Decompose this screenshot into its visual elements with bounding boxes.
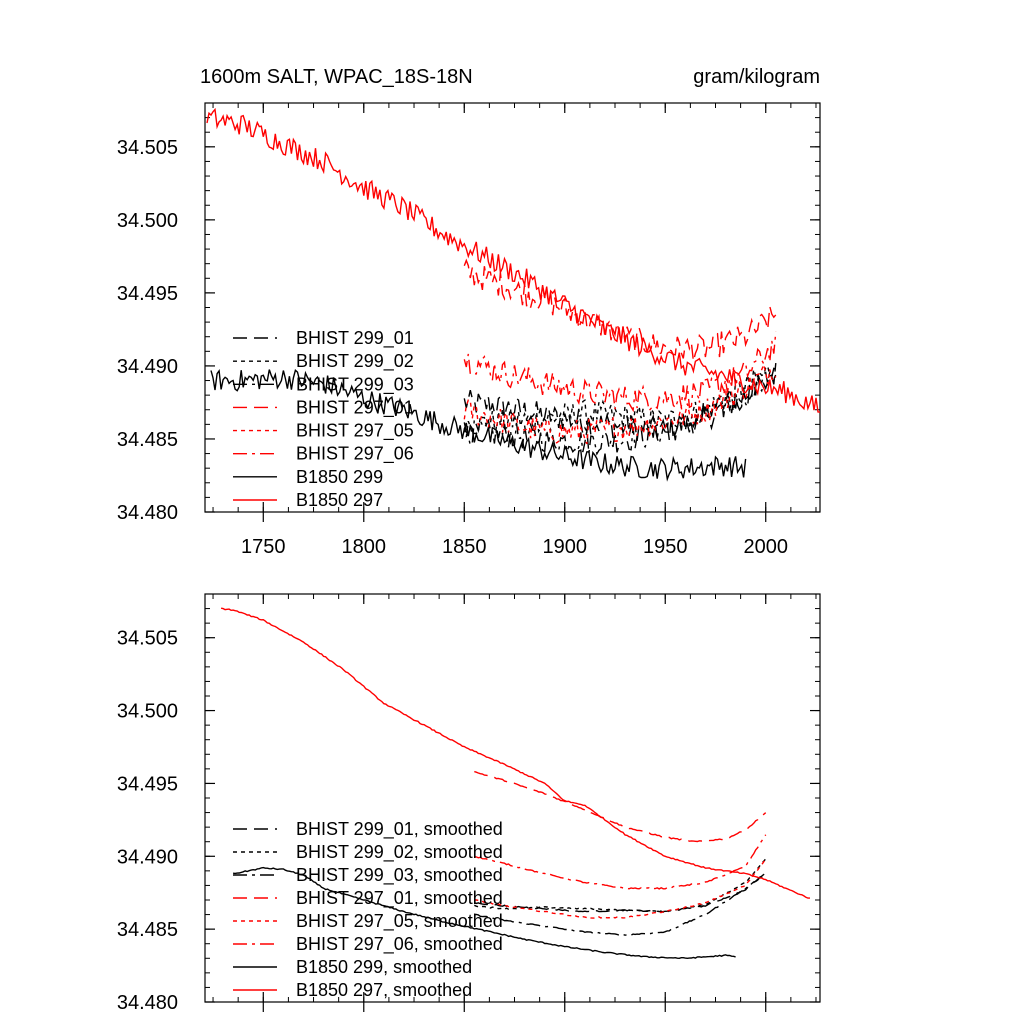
- bottom-y-tick-label: 34.495: [117, 773, 178, 795]
- top-series-line-2: [463, 364, 777, 438]
- top-y-tick-label: 34.505: [117, 137, 178, 159]
- top-y-tick-label: 34.480: [117, 502, 178, 524]
- chart-title: 1600m SALT, WPAC_18S-18N: [200, 66, 473, 88]
- top-y-tick-label: 34.490: [117, 356, 178, 378]
- bottom-y-tick-label: 34.505: [117, 628, 178, 650]
- bottom-legend-label: BHIST 297_06, smoothed: [296, 934, 503, 955]
- top-legend-label: B1850 297: [296, 490, 383, 510]
- bottom-legend-label: B1850 297, smoothed: [296, 980, 472, 1000]
- bottom-series-line-1: [474, 872, 767, 913]
- top-series-line-5: [463, 362, 777, 445]
- bottom-series-line-8: [220, 607, 810, 899]
- bottom-series-line-6: [474, 834, 767, 890]
- bottom-legend-label: B1850 299, smoothed: [296, 957, 472, 977]
- bottom-y-tick-label: 34.490: [117, 846, 178, 868]
- top-y-tick-label: 34.500: [117, 210, 178, 232]
- bottom-y-tick-label: 34.485: [117, 919, 178, 941]
- top-legend-label: BHIST 299_01: [296, 328, 414, 349]
- top-series-line-3: [463, 367, 776, 456]
- top-legend-label: BHIST 297_01: [296, 397, 414, 418]
- top-series-line-8: [206, 107, 820, 413]
- top-legend-label: BHIST 299_03: [296, 374, 414, 395]
- bottom-series-line-4: [474, 770, 767, 843]
- top-series-line-7: [210, 368, 747, 482]
- top-x-tick-label: 1850: [442, 536, 487, 558]
- top-legend-label: BHIST 297_05: [296, 421, 414, 442]
- top-x-tick-label: 2000: [743, 536, 788, 558]
- top-series-line-4: [463, 258, 777, 362]
- bottom-series-line-7: [233, 866, 736, 960]
- bottom-series-line-5: [474, 858, 767, 919]
- bottom-legend-label: BHIST 297_05, smoothed: [296, 911, 503, 932]
- top-y-tick-label: 34.495: [117, 283, 178, 305]
- bottom-legend-label: BHIST 297_01, smoothed: [296, 888, 503, 909]
- bottom-legend-label: BHIST 299_03, smoothed: [296, 865, 503, 886]
- bottom-legend-label: BHIST 299_02, smoothed: [296, 842, 503, 863]
- top-series-line-6: [463, 331, 777, 413]
- bottom-y-tick-label: 34.480: [117, 992, 178, 1014]
- top-x-tick-label: 1900: [543, 536, 588, 558]
- bottom-legend-label: BHIST 299_01, smoothed: [296, 819, 503, 840]
- bottom-series-line-3: [474, 873, 767, 936]
- top-y-tick-label: 34.485: [117, 429, 178, 451]
- bottom-y-tick-label: 34.500: [117, 701, 178, 723]
- top-x-tick-label: 1800: [342, 536, 387, 558]
- top-legend-label: BHIST 297_06: [296, 444, 414, 465]
- top-x-tick-label: 1950: [643, 536, 688, 558]
- top-legend-label: BHIST 299_02: [296, 351, 414, 372]
- top-legend-label: B1850 299: [296, 467, 383, 487]
- chart-units: gram/kilogram: [693, 66, 820, 88]
- top-x-tick-label: 1750: [241, 536, 286, 558]
